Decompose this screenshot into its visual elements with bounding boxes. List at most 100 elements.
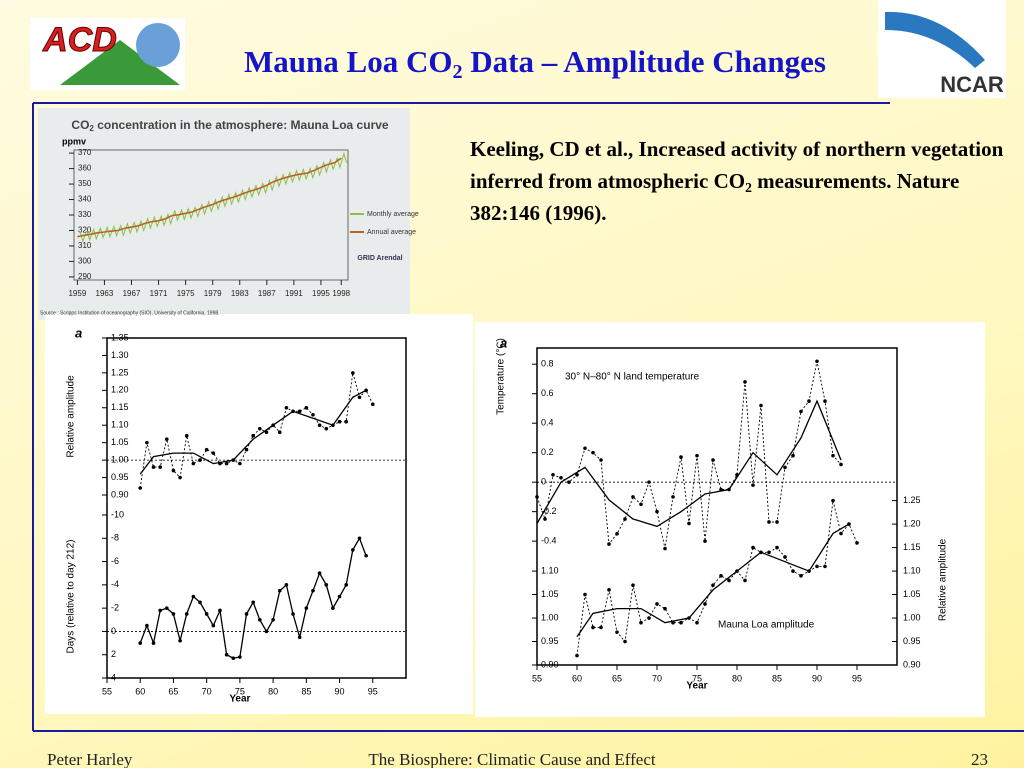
y-tick-label: -10 xyxy=(111,509,124,519)
data-point xyxy=(178,475,182,480)
x-tick-label: 1971 xyxy=(150,289,168,298)
y-tick-label: 1.10 xyxy=(541,565,559,575)
data-point xyxy=(244,447,249,452)
data-point xyxy=(807,399,811,403)
data-point xyxy=(178,638,182,643)
data-point xyxy=(258,617,262,622)
data-point xyxy=(623,517,627,521)
data-point xyxy=(351,371,355,375)
data-point xyxy=(311,412,315,417)
y-tick-label: 1.15 xyxy=(903,542,921,552)
data-point xyxy=(198,600,202,605)
x-tick-label: 1987 xyxy=(258,289,276,298)
y-tick-label: 1.00 xyxy=(111,454,129,464)
chart-title-rest: concentration in the atmosphere: Mauna L… xyxy=(94,118,389,132)
data-point xyxy=(711,458,715,462)
data-point xyxy=(204,447,209,452)
figure-3-background xyxy=(475,322,985,717)
x-tick-label: 75 xyxy=(692,673,702,683)
data-point xyxy=(783,555,787,559)
data-point xyxy=(639,620,643,625)
x-tick-label: 80 xyxy=(732,673,742,683)
data-point xyxy=(231,656,236,661)
y-tick-label: 1.30 xyxy=(111,350,129,360)
y-tick-label: 1.05 xyxy=(111,437,129,447)
data-point xyxy=(304,405,309,410)
y-tick-label: 1.05 xyxy=(903,589,921,599)
data-point xyxy=(663,546,667,551)
footer-title: The Biosphere: Climatic Cause and Effect xyxy=(368,750,656,768)
plot-frame xyxy=(536,347,898,666)
data-point xyxy=(559,475,563,480)
data-point xyxy=(271,617,275,622)
data-point xyxy=(138,486,143,490)
data-point xyxy=(311,588,315,593)
data-point xyxy=(165,606,169,610)
data-line xyxy=(139,389,367,475)
data-point xyxy=(711,583,715,587)
x-tick-label: 1979 xyxy=(204,289,222,298)
data-line xyxy=(79,151,348,243)
data-point xyxy=(277,588,282,593)
data-point xyxy=(751,545,755,550)
x-tick-label: 1995 xyxy=(312,289,330,298)
chart-title-subscript: 2 xyxy=(89,124,94,133)
data-point xyxy=(224,652,229,657)
x-tick-label: 60 xyxy=(572,673,582,683)
y-tick-label: -0.2 xyxy=(541,506,557,516)
x-tick-label: 65 xyxy=(612,673,622,683)
x-tick-label: 95 xyxy=(368,686,378,696)
x-axis-label: Year xyxy=(229,694,250,705)
x-tick-label: 65 xyxy=(168,686,178,696)
ncar-logo-text: NCAR xyxy=(940,72,1004,97)
x-tick-label: 85 xyxy=(301,686,311,696)
data-point xyxy=(258,426,262,431)
data-point xyxy=(145,623,149,628)
data-point xyxy=(623,639,627,644)
data-point xyxy=(743,380,747,384)
panel-letter: a xyxy=(500,335,507,350)
credit-logo: GRID Arendal xyxy=(357,255,402,262)
y-tick-label: 0.95 xyxy=(541,636,559,646)
data-point xyxy=(171,612,176,616)
data-point xyxy=(695,453,699,458)
data-point xyxy=(158,608,162,613)
y-tick-label: -0.4 xyxy=(541,536,557,546)
data-point xyxy=(703,602,707,606)
panel-letter: a xyxy=(75,325,82,340)
data-point xyxy=(671,495,675,499)
data-point xyxy=(344,583,349,587)
chart-title: CO2 concentration in the atmosphere: Mau… xyxy=(71,118,389,133)
y-tick-label: 290 xyxy=(78,272,92,281)
source-note: Source : Scripps Institution of oceanogr… xyxy=(40,310,220,316)
data-point xyxy=(783,465,787,470)
y-tick-label: 350 xyxy=(78,179,92,188)
data-point xyxy=(317,423,322,428)
data-point xyxy=(679,620,683,625)
data-point xyxy=(647,480,651,484)
data-point xyxy=(591,625,595,630)
data-point xyxy=(297,635,302,640)
data-point xyxy=(663,606,667,611)
data-point xyxy=(823,399,827,403)
data-point xyxy=(655,602,659,606)
slide-title: Mauna Loa CO2 Data – Amplitude Changes xyxy=(200,44,870,82)
data-point xyxy=(145,440,149,445)
data-point xyxy=(615,630,619,634)
title-text: Mauna Loa CO xyxy=(244,44,453,79)
footer-page: 23 xyxy=(971,750,988,768)
y-tick-label: 310 xyxy=(78,241,92,250)
data-point xyxy=(591,450,595,455)
y-tick-label: 1.20 xyxy=(111,385,129,395)
y-axis-label: Temperature (°C) xyxy=(496,338,507,415)
data-point xyxy=(184,612,189,616)
data-point xyxy=(151,465,156,469)
data-point xyxy=(238,461,242,466)
data-point xyxy=(839,531,843,536)
citation-subscript: 2 xyxy=(745,180,752,196)
data-point xyxy=(575,473,579,477)
panel-annotation: Mauna Loa amplitude xyxy=(718,620,815,631)
data-point xyxy=(799,409,803,414)
